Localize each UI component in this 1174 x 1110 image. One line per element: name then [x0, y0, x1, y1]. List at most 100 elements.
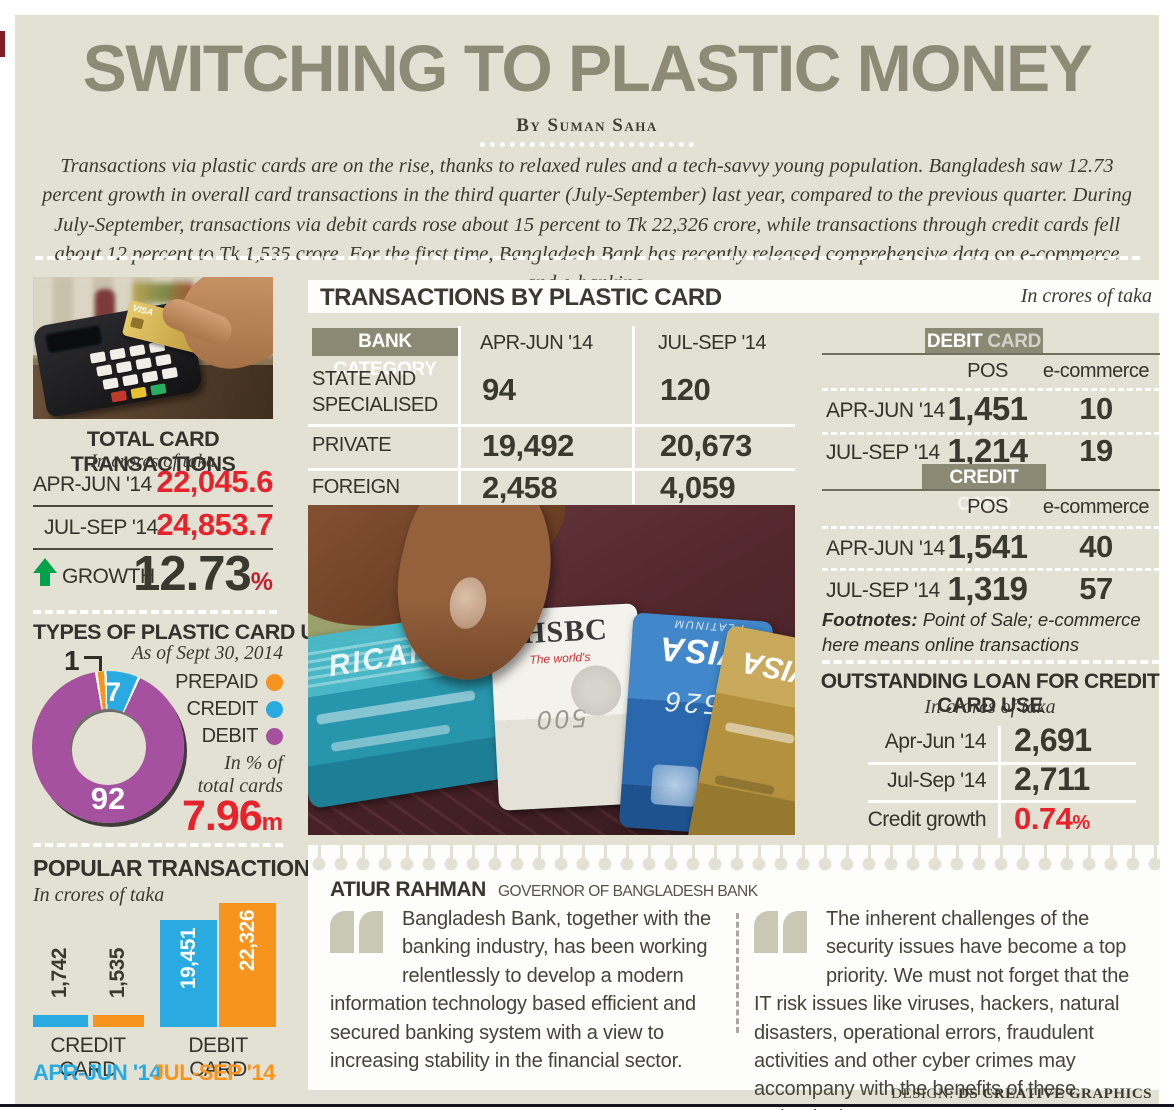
quote-left-text: Bangladesh Bank, together with the banki… — [330, 908, 711, 1072]
bar-legend-aprjun: APR-JUN '14 — [33, 1060, 162, 1085]
totals-title: TOTAL CARD TRANSACTIONS — [70, 427, 236, 476]
row-divider — [308, 424, 795, 427]
pos-screen — [43, 323, 105, 356]
debit-row-label: JUL-SEP '14 — [826, 441, 940, 464]
credit-badge-light: CARD — [957, 494, 1011, 515]
scallop-border — [308, 845, 1160, 875]
donut-legend-prepaid: PREPAID — [140, 671, 283, 694]
bycard-title: TRANSACTIONS BY PLASTIC CARD — [320, 284, 722, 311]
pos-terminal-photo: VISA — [33, 277, 273, 419]
card-white-tagline: The world's — [529, 649, 591, 667]
totals-divider — [33, 548, 273, 550]
donut-debit-value: 92 — [90, 781, 126, 816]
design-credit-label: DESIGN: — [891, 1086, 954, 1102]
bar-group-label: CREDIT CARD — [50, 1034, 126, 1081]
quote-panel: ATIUR RAHMAN GOVERNOR OF BANGLADESH BANK… — [308, 845, 1160, 1110]
column-divider — [632, 326, 635, 504]
card-teal-emboss — [316, 689, 476, 725]
growth-up-arrow-stem — [40, 572, 50, 586]
footnotes: Footnotes: Point of Sale; e-commerce her… — [822, 608, 1152, 658]
donut-note-line1: In % of — [224, 752, 283, 774]
card-chip — [130, 316, 145, 330]
cancel-key — [110, 390, 128, 403]
quote-divider — [736, 913, 739, 1033]
donut-legend-debit: DEBIT — [140, 725, 283, 748]
footnotes-text: Point of Sale; e-commerce here means onl… — [822, 609, 1141, 655]
card-gold-emboss — [724, 721, 795, 745]
bycard-cell: 19,492 — [482, 428, 574, 463]
loan-row-value: 2,711 — [1014, 761, 1090, 797]
loan-growth-value: 0.74 — [1014, 801, 1073, 836]
bar-debit-julsep — [219, 903, 276, 1027]
card-gold-emboss — [714, 774, 775, 796]
growth-up-arrow-icon — [33, 558, 57, 573]
totals-unit: In crores of taka — [90, 451, 216, 472]
total-cards-suffix: m — [261, 809, 283, 836]
donut-prepaid-value: 1 — [64, 645, 80, 676]
card-teal-emboss — [330, 724, 451, 752]
donut-hole — [70, 709, 146, 785]
badge-rule — [822, 489, 1160, 491]
bar-value-label: 1,742 — [48, 948, 71, 999]
bar-value-label: 1,535 — [106, 948, 129, 999]
bycard-row-category: PRIVATE — [312, 434, 392, 456]
total-cards-value: 7.96 — [181, 792, 263, 840]
bycard-row-category: STATE AND SPECIALISED — [312, 368, 438, 416]
totals-row-label: JUL-SEP '14 — [44, 516, 158, 539]
debit-ecom-value: 19 — [1079, 433, 1113, 468]
loan-column-divider — [998, 726, 1001, 838]
loan-row-label: Apr-Jun '14 — [884, 730, 987, 753]
intro-divider — [35, 256, 1140, 260]
bar-value-label: 22,326 — [236, 910, 259, 972]
debit-badge-light: CARD — [987, 331, 1042, 352]
enter-key — [150, 383, 167, 396]
donut-note-line2: total cards — [197, 775, 283, 797]
debit-col-ecom: e-commerce — [1042, 360, 1150, 382]
quote-speaker-name: ATIUR RAHMAN — [330, 878, 486, 901]
left-quote-block: Bangladesh Bank, together with the banki… — [330, 905, 734, 1075]
row-divider-dashed — [822, 568, 1160, 571]
bycard-cell: 2,458 — [482, 470, 558, 505]
page-title: SWITCHING TO PLASTIC MONEY — [82, 31, 1093, 105]
legend-label: DEBIT — [201, 725, 259, 747]
right-quote-block: The inherent challenges of the security … — [754, 905, 1146, 1110]
totals-row-value: 24,853.7 — [156, 507, 273, 542]
credit-col-ecom: e-commerce — [1042, 496, 1150, 518]
debit-row-label: APR-JUN '14 — [826, 399, 945, 422]
quote-icon — [754, 905, 826, 969]
credit-row-label: APR-JUN '14 — [826, 537, 945, 560]
legend-label: PREPAID — [175, 671, 258, 693]
row-divider-dashed — [822, 526, 1160, 529]
popular-title: POPULAR TRANSACTIONS — [33, 855, 325, 881]
section-divider — [33, 610, 277, 614]
column-divider — [458, 326, 461, 504]
bycard-row-category: FOREIGN — [312, 476, 400, 498]
prepaid-leader-line — [84, 656, 102, 671]
totals-row-label: APR-JUN '14 — [33, 473, 152, 496]
totals-row-value: 22,045.6 — [156, 464, 273, 499]
credit-ecom-value: 57 — [1079, 571, 1113, 606]
design-credit: DESIGN: DS CREATIVE GRAPHICS — [760, 1086, 1152, 1103]
loan-growth-pct: % — [1072, 812, 1091, 834]
prepaid-dot-icon — [266, 674, 283, 691]
credit-badge-strong: CREDIT — [949, 467, 1019, 488]
loan-row-divider — [868, 762, 1136, 765]
bar-legend-julsep: JUL-SEP '14 — [152, 1060, 275, 1085]
cards-wallet-photo: RICAN HSBC The world's 500 VISA PLATINUM… — [308, 505, 795, 835]
byline-divider — [480, 142, 694, 147]
credit-row-label: JUL-SEP '14 — [826, 579, 940, 602]
bycard-col-header: JUL-SEP '14 — [658, 332, 767, 354]
total-cards-row: 7.96 m — [120, 792, 283, 841]
row-divider — [308, 468, 795, 471]
credit-dot-icon — [266, 701, 283, 718]
card-blue-hologram — [650, 764, 700, 808]
bycard-header-band — [308, 280, 1160, 313]
bycard-cell: 20,673 — [660, 428, 752, 463]
byline: By Suman Saha — [516, 115, 658, 136]
bycard-unit: In crores of taka — [1020, 285, 1152, 307]
clear-key — [130, 386, 147, 400]
bar-group-label: DEBIT CARD — [188, 1034, 248, 1081]
bank-category-badge: BANK CATEGORY — [312, 328, 458, 380]
legend-label: CREDIT — [186, 698, 259, 720]
